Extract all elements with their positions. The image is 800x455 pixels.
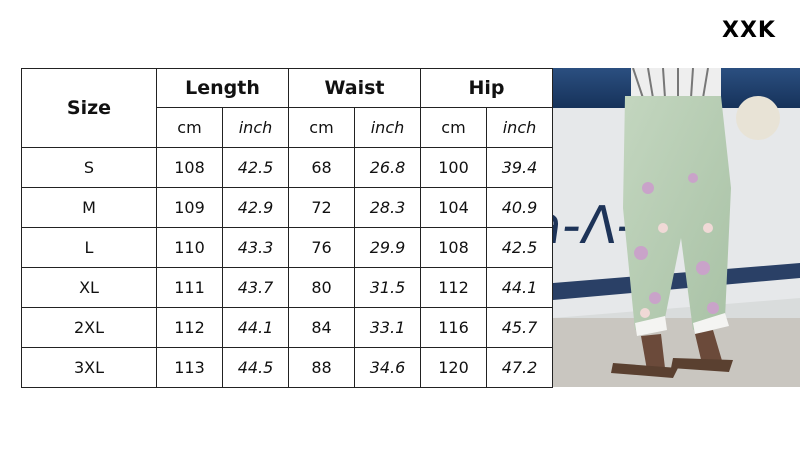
value-cell: 113	[156, 347, 223, 388]
value-cell: 112	[156, 307, 223, 348]
product-photo: a-ᐱ-2	[553, 68, 800, 387]
table-row: L 110 43.3 76 29.9 108 42.5	[21, 227, 553, 268]
value-cell: 110	[156, 227, 223, 268]
value-cell: 28.3	[354, 187, 421, 228]
brand-logo: XXK	[722, 18, 776, 43]
unit-row: cm inch cm inch cm inch	[22, 107, 553, 148]
hip-header: Hip	[420, 68, 553, 108]
size-cell: S	[21, 147, 157, 188]
value-cell: 88	[288, 347, 355, 388]
value-cell: 120	[420, 347, 487, 388]
waist-header: Waist	[288, 68, 421, 108]
value-cell: 72	[288, 187, 355, 228]
value-cell: 111	[156, 267, 223, 308]
value-cell: 43.7	[222, 267, 289, 308]
size-cell: 3XL	[21, 347, 157, 388]
value-cell: 39.4	[486, 147, 553, 188]
pants-photo-illustration: a-ᐱ-2	[553, 68, 800, 387]
table-row: M 109 42.9 72 28.3 104 40.9	[21, 187, 553, 228]
value-cell: 80	[288, 267, 355, 308]
value-cell: 45.7	[486, 307, 553, 348]
value-cell: 109	[156, 187, 223, 228]
value-cell: 112	[420, 267, 487, 308]
value-cell: 33.1	[354, 307, 421, 348]
size-cell: L	[21, 227, 157, 268]
value-cell: 40.9	[486, 187, 553, 228]
value-cell: 34.6	[354, 347, 421, 388]
table-row: 3XL 113 44.5 88 34.6 120 47.2	[21, 347, 553, 388]
value-cell: 44.1	[222, 307, 289, 348]
value-cell: 44.1	[486, 267, 553, 308]
value-cell: 76	[288, 227, 355, 268]
value-cell: 100	[420, 147, 487, 188]
unit-cm: cm	[420, 107, 487, 148]
value-cell: 68	[288, 147, 355, 188]
length-header: Length	[156, 68, 289, 108]
value-cell: 108	[156, 147, 223, 188]
size-cell: XL	[21, 267, 157, 308]
value-cell: 108	[420, 227, 487, 268]
size-header: Size	[21, 68, 157, 148]
unit-cm: cm	[288, 107, 355, 148]
value-cell: 43.3	[222, 227, 289, 268]
size-cell: 2XL	[21, 307, 157, 348]
unit-cm: cm	[156, 107, 223, 148]
unit-inch: inch	[222, 107, 289, 148]
header-row: Size Length Waist Hip	[21, 68, 553, 148]
value-cell: 42.9	[222, 187, 289, 228]
table-row: XL 111 43.7 80 31.5 112 44.1	[21, 267, 553, 308]
value-cell: 31.5	[354, 267, 421, 308]
size-cell: M	[21, 187, 157, 228]
table-row: 2XL 112 44.1 84 33.1 116 45.7	[21, 307, 553, 348]
unit-inch: inch	[486, 107, 553, 148]
value-cell: 84	[288, 307, 355, 348]
value-cell: 44.5	[222, 347, 289, 388]
value-cell: 116	[420, 307, 487, 348]
value-cell: 26.8	[354, 147, 421, 188]
value-cell: 47.2	[486, 347, 553, 388]
value-cell: 42.5	[222, 147, 289, 188]
size-chart-table: Size Length Waist Hip cm inch cm inch cm…	[21, 68, 553, 388]
value-cell: 104	[420, 187, 487, 228]
value-cell: 42.5	[486, 227, 553, 268]
table-row: S 108 42.5 68 26.8 100 39.4	[21, 147, 553, 188]
unit-inch: inch	[354, 107, 421, 148]
value-cell: 29.9	[354, 227, 421, 268]
